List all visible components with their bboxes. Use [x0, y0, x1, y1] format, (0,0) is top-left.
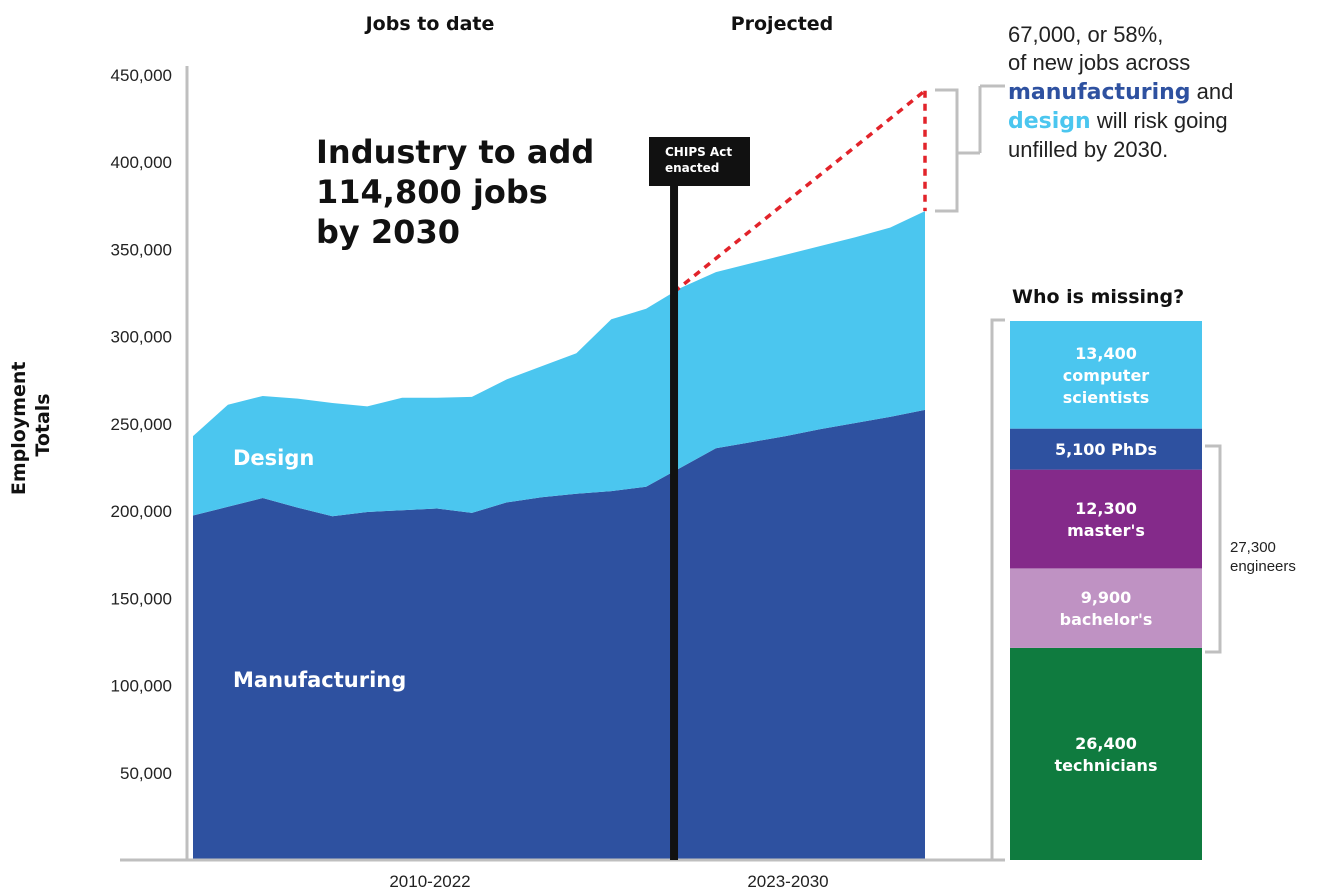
- note-word-rest: will risk going: [1096, 108, 1228, 133]
- note-word-and: and: [1197, 79, 1234, 104]
- y-tick-label: 250,000: [111, 415, 172, 434]
- x-period-label-2: 2023-2030: [747, 872, 828, 891]
- stacked-areas: [193, 211, 925, 860]
- headline-line-1: Industry to add: [316, 133, 594, 171]
- note-word-design: design: [1008, 109, 1091, 134]
- note-line-5: unfilled by 2030.: [1008, 137, 1168, 162]
- gap-bracket: [935, 84, 1005, 213]
- chips-act-flag: [649, 137, 750, 186]
- breakdown-title: Who is missing?: [1012, 286, 1184, 308]
- breakdown-segment-label: 9,900: [1081, 588, 1132, 607]
- y-tick-label: 400,000: [111, 153, 172, 172]
- breakdown-segment-label: master's: [1067, 521, 1145, 540]
- engineers-label: engineers: [1230, 558, 1296, 575]
- area-manufacturing: [193, 409, 925, 860]
- engineers-value: 27,300: [1230, 539, 1276, 556]
- breakdown-stack: 26,400 technicians 9,900 bachelor's 12,300 ma…: [1010, 321, 1202, 860]
- y-axis-title: Employment Totals: [8, 355, 54, 495]
- note-word-manufacturing: manufacturing: [1008, 80, 1191, 105]
- chips-act-marker: CHIPS Act enacted: [649, 137, 750, 860]
- y-tick-label: 300,000: [111, 328, 172, 347]
- breakdown-segment-label: 12,300: [1075, 499, 1137, 518]
- chips-act-label-2: enacted: [665, 161, 719, 175]
- manufacturing-area-label: Manufacturing: [233, 668, 406, 692]
- breakdown-segment-label: 5,100 PhDs: [1055, 440, 1157, 459]
- breakdown-total-bracket: [990, 318, 1005, 862]
- x-period-label-1: 2010-2022: [389, 872, 470, 891]
- breakdown-segment: [1010, 428, 1202, 470]
- projection-dashed-line: [672, 89, 927, 294]
- note-line-4: design will risk going: [1008, 108, 1228, 134]
- y-tick-label: 450,000: [111, 66, 172, 85]
- headline-line-3: by 2030: [316, 213, 460, 251]
- note-line-1: 67,000, or 58%,: [1008, 22, 1163, 47]
- projection-gap: [672, 89, 927, 294]
- breakdown-segment: [1010, 469, 1202, 569]
- breakdown-segment-label: 13,400: [1075, 344, 1137, 363]
- design-area-label: Design: [233, 446, 314, 470]
- area-design: [193, 211, 925, 517]
- engineers-bracket: [1205, 444, 1222, 654]
- y-tick-label: 350,000: [111, 240, 172, 259]
- breakdown-segment: [1010, 568, 1202, 648]
- header-jobs-to-date: Jobs to date: [364, 13, 495, 35]
- header-projected: Projected: [731, 13, 834, 35]
- chips-act-label-1: CHIPS Act: [665, 145, 732, 159]
- headline-line-2: 114,800 jobs: [316, 173, 548, 211]
- breakdown-segment-label: computer: [1063, 366, 1149, 385]
- note-line-3: manufacturing and: [1008, 79, 1233, 105]
- note-line-2: of new jobs across: [1008, 50, 1190, 75]
- y-tick-label: 200,000: [111, 502, 172, 521]
- breakdown-segment-label: scientists: [1063, 388, 1150, 407]
- breakdown-segment-label: technicians: [1055, 756, 1158, 775]
- y-axis-ticks: 50,000 100,000 150,000 200,000 250,000 300,00…: [111, 66, 172, 783]
- breakdown-segment: [1010, 321, 1202, 429]
- y-tick-label: 100,000: [111, 677, 172, 696]
- y-tick-label: 150,000: [111, 589, 172, 608]
- breakdown-segment: [1010, 647, 1202, 860]
- breakdown-segment-label: 26,400: [1075, 734, 1137, 753]
- y-tick-label: 50,000: [120, 764, 172, 783]
- breakdown-segment-label: bachelor's: [1060, 610, 1153, 629]
